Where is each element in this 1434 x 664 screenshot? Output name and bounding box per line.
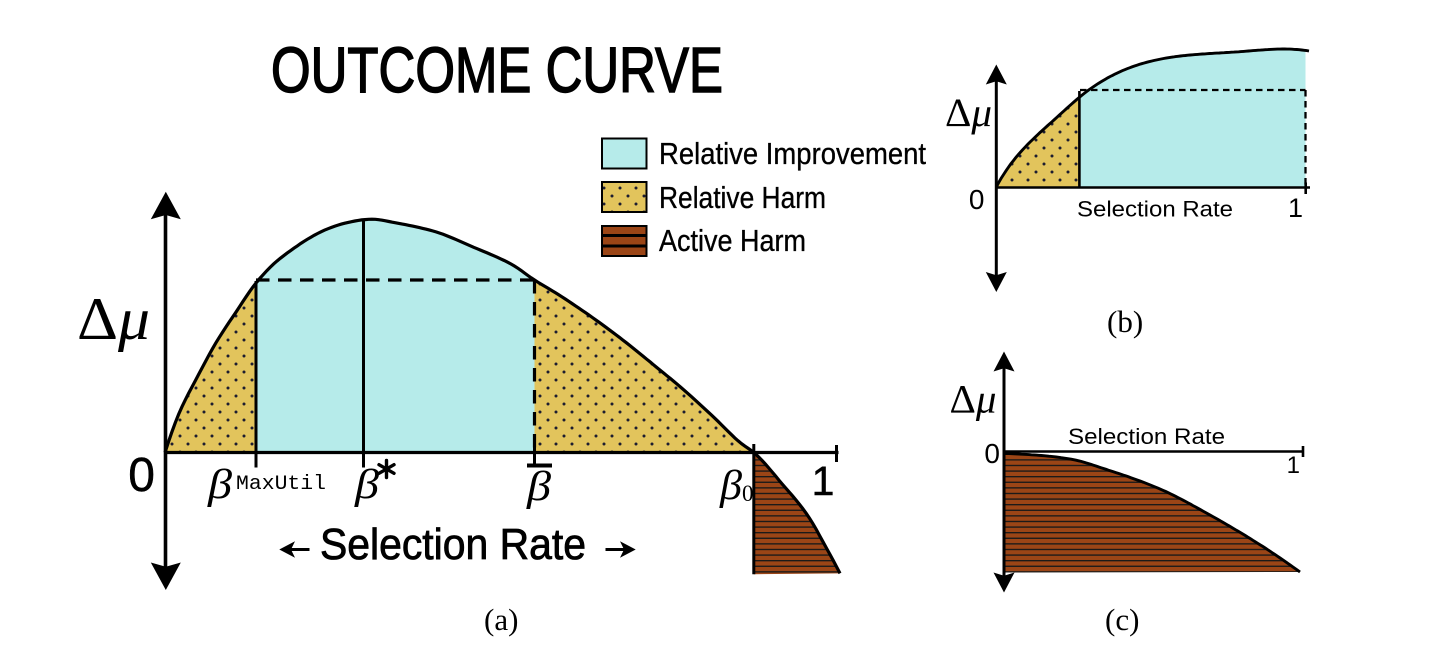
svg-text:Δμ: Δμ — [945, 90, 992, 135]
svg-text:(c): (c) — [1105, 602, 1139, 637]
svg-text:Selection Rate: Selection Rate — [1077, 197, 1233, 222]
svg-text:(b): (b) — [1107, 304, 1143, 339]
svg-text:Δμ: Δμ — [77, 286, 150, 352]
svg-text:0: 0 — [128, 449, 155, 502]
svg-text:1: 1 — [1288, 193, 1303, 223]
svg-text:(a): (a) — [484, 602, 518, 637]
svg-text:Selection Rate: Selection Rate — [1068, 424, 1225, 449]
svg-text:β: β — [207, 462, 232, 508]
svg-text:0: 0 — [742, 481, 754, 506]
svg-text:Δμ: Δμ — [950, 377, 997, 422]
svg-text:β: β — [719, 463, 742, 509]
svg-text:β: β — [354, 462, 379, 508]
svg-text:0: 0 — [984, 438, 1000, 469]
svg-text:1: 1 — [1287, 452, 1300, 479]
svg-text:OUTCOME CURVE: OUTCOME CURVE — [271, 34, 723, 106]
svg-text:Selection Rate: Selection Rate — [320, 521, 586, 569]
svg-text:MaxUtil: MaxUtil — [236, 473, 326, 496]
svg-text:β: β — [526, 464, 551, 510]
svg-text:0: 0 — [969, 184, 985, 215]
svg-text:Relative Harm: Relative Harm — [659, 180, 826, 215]
svg-text:Active Harm: Active Harm — [659, 223, 806, 258]
svg-text:1: 1 — [812, 458, 835, 504]
svg-text:Relative Improvement: Relative Improvement — [659, 136, 926, 171]
